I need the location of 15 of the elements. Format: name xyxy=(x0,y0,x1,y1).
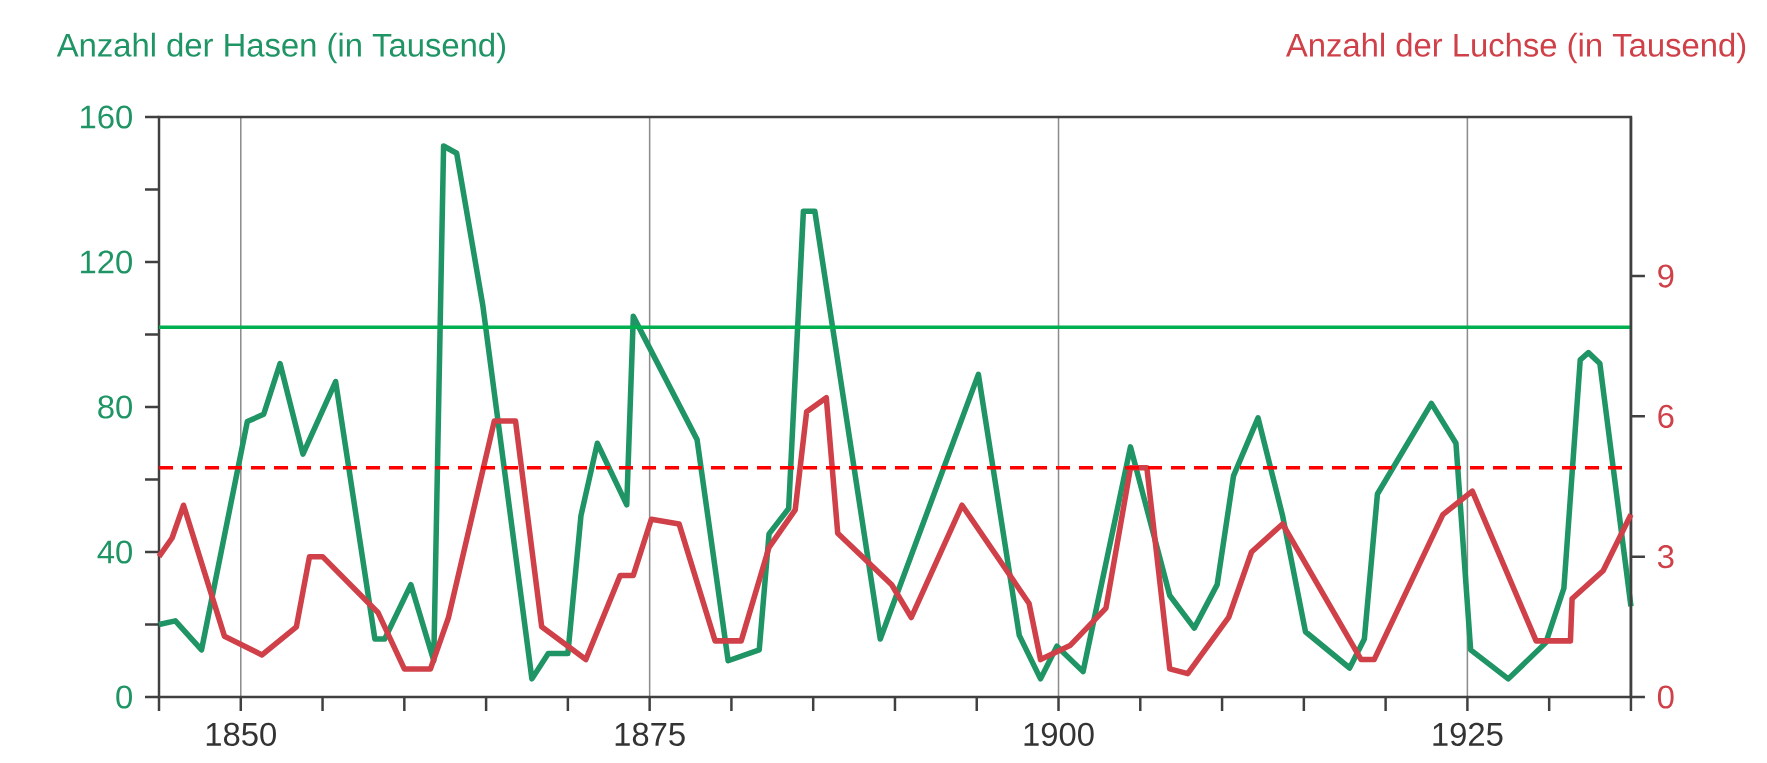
y2-tick-label: 0 xyxy=(1657,685,1674,709)
y-tick-label: 80 xyxy=(98,395,132,419)
x-tick-label: 1925 xyxy=(1433,722,1503,746)
y2-tick-label: 9 xyxy=(1658,264,1674,288)
y2-tick-label: 6 xyxy=(1658,404,1674,428)
y-axis-title: Anzahl der Hasen (in Tausend) xyxy=(56,32,505,64)
y-tick-label: 40 xyxy=(97,540,132,564)
y-tick-label: 0 xyxy=(116,685,132,709)
y-tick-label: 120 xyxy=(81,250,132,274)
y2-axis-title: Anzahl der Luchse (in Tausend) xyxy=(1285,32,1746,64)
x-tick-label: 1850 xyxy=(206,722,276,746)
x-tick-label: 1875 xyxy=(615,722,685,746)
y2-tick-label: 3 xyxy=(1657,545,1674,569)
y-tick-label: 160 xyxy=(81,105,132,129)
x-tick-label: 1900 xyxy=(1024,722,1094,746)
